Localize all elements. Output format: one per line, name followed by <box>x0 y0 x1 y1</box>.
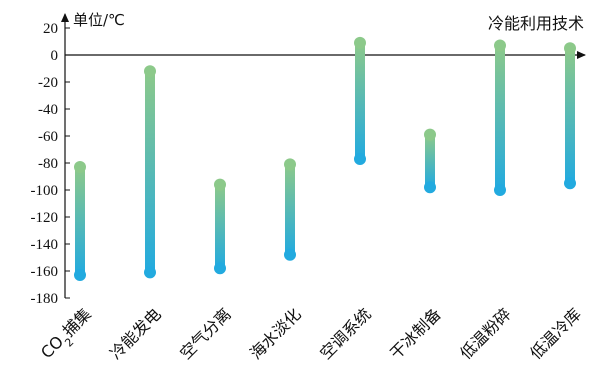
category-labels: CO2捕集 冷能发电 空气分离 海水淡化 空调系统 干冰制备 低温粉碎 低温冷库 <box>37 304 585 366</box>
low-point <box>494 184 506 196</box>
high-point <box>564 42 576 55</box>
y-ticks: 20 0 -20 -40 -60 -80 -100 -120 -140 -160 -180 <box>31 21 70 307</box>
range-bar <box>145 71 155 273</box>
low-point <box>214 262 226 275</box>
category-label: 空气分离 <box>176 304 235 363</box>
low-point <box>564 177 576 190</box>
y-tick-label: -160 <box>31 264 59 280</box>
high-point <box>354 36 366 49</box>
high-point <box>284 158 296 171</box>
y-tick-label: -100 <box>31 183 59 199</box>
y-tick-label: -140 <box>31 237 59 253</box>
range-bar <box>425 134 435 188</box>
y-tick-label: -80 <box>38 156 58 172</box>
category-label: 空调系统 <box>316 304 375 363</box>
category-label: 冷能发电 <box>106 304 165 363</box>
y-tick-label: 0 <box>51 48 59 64</box>
high-point <box>494 39 506 52</box>
category-label: 低温冷库 <box>526 304 585 363</box>
y-tick-label: -40 <box>38 102 58 118</box>
low-point <box>284 248 296 261</box>
y-axis-label: 单位/℃ <box>73 11 125 29</box>
x-axis-label: 冷能利用技术 <box>488 14 584 33</box>
category-label: 干冰制备 <box>386 304 445 363</box>
y-tick-label: -60 <box>38 129 58 145</box>
range-bar <box>285 164 295 255</box>
low-point <box>354 152 366 165</box>
category-label: 低温粉碎 <box>456 304 515 363</box>
category-label: 海水淡化 <box>246 304 305 363</box>
y-tick-label: 20 <box>43 21 58 37</box>
range-bar <box>355 42 365 159</box>
y-tick-label: -180 <box>31 291 59 307</box>
range-bar <box>215 184 225 269</box>
y-tick-label: -120 <box>31 210 59 226</box>
low-point <box>424 181 436 194</box>
bars <box>74 36 576 282</box>
high-point <box>144 65 156 78</box>
range-bar <box>75 167 85 276</box>
low-point <box>74 269 86 282</box>
high-point <box>214 178 226 191</box>
range-bar <box>495 45 505 190</box>
high-point <box>424 128 436 141</box>
high-point <box>74 161 86 174</box>
low-point <box>144 266 156 279</box>
y-tick-label: -20 <box>38 75 58 91</box>
category-label: CO2捕集 <box>37 304 99 366</box>
range-bar <box>565 48 575 184</box>
